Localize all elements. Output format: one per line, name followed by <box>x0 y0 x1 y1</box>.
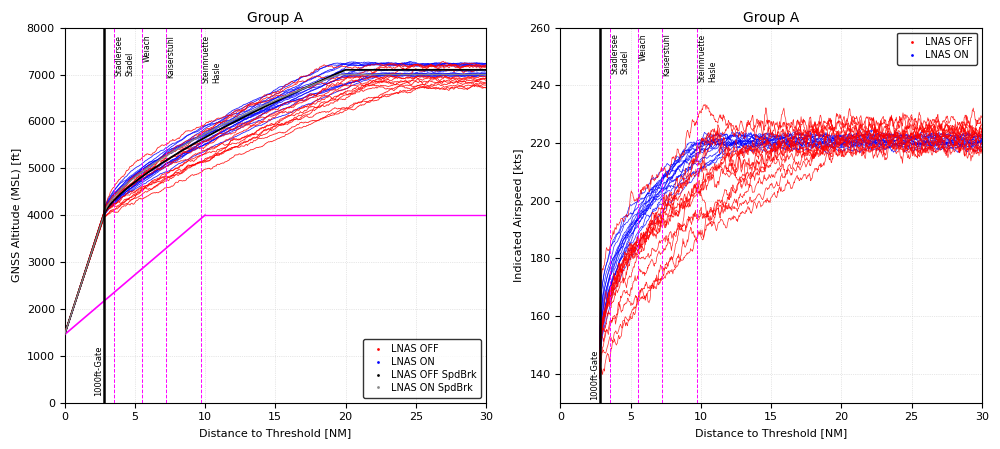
Legend: LNAS OFF, LNAS ON, LNAS OFF SpdBrk, LNAS ON SpdBrk: LNAS OFF, LNAS ON, LNAS OFF SpdBrk, LNAS… <box>363 339 481 398</box>
Y-axis label: GNSS Altitude (MSL) [ft]: GNSS Altitude (MSL) [ft] <box>11 148 21 282</box>
Text: Stadlersee
Stadel: Stadlersee Stadel <box>115 35 134 75</box>
Text: Stadlersee
Stadel: Stadlersee Stadel <box>611 33 630 75</box>
Text: 1000ft-Gate: 1000ft-Gate <box>94 345 103 396</box>
Text: Weiach: Weiach <box>639 33 648 61</box>
Text: Weiach: Weiach <box>143 35 152 62</box>
X-axis label: Distance to Threshold [NM]: Distance to Threshold [NM] <box>695 428 847 438</box>
Text: 1000ft-Gate: 1000ft-Gate <box>590 349 599 400</box>
Text: Steinnruette
Hasle: Steinnruette Hasle <box>698 33 717 82</box>
X-axis label: Distance to Threshold [NM]: Distance to Threshold [NM] <box>199 428 351 438</box>
Text: Steinnruette
Hasle: Steinnruette Hasle <box>202 35 221 83</box>
Text: Kaiserstuhl: Kaiserstuhl <box>167 35 176 78</box>
Y-axis label: Indicated Airspeed [kts]: Indicated Airspeed [kts] <box>514 148 524 282</box>
Title: Group A: Group A <box>247 11 303 25</box>
Title: Group A: Group A <box>743 11 799 25</box>
Text: Kaiserstuhl: Kaiserstuhl <box>663 33 672 76</box>
Legend: LNAS OFF, LNAS ON: LNAS OFF, LNAS ON <box>897 32 977 65</box>
